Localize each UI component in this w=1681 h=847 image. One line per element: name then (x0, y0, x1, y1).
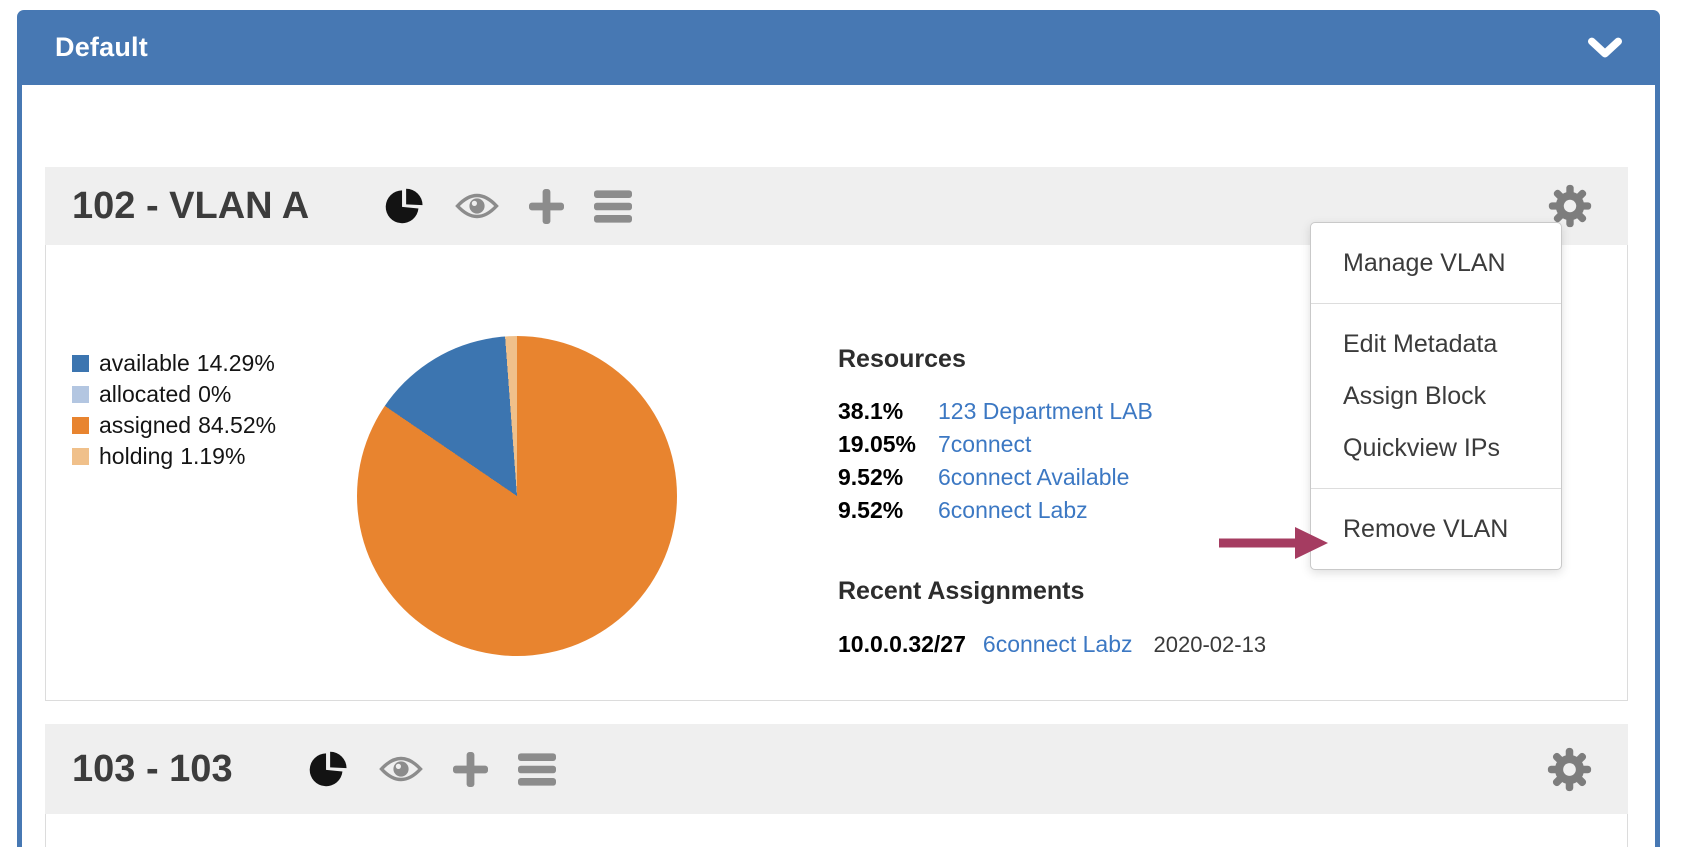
menu-item-assign-block[interactable]: Assign Block (1343, 382, 1487, 410)
default-accordion: Default 102 - VLAN A (17, 10, 1660, 847)
legend-item: available 14.29% (72, 348, 276, 379)
resource-percent: 38.1% (838, 398, 904, 424)
resource-percent: 9.52% (838, 497, 904, 523)
legend-label: holding (99, 443, 174, 469)
vlan-title: 103 - 103 (72, 747, 233, 790)
resource-row: 9.52% 6connect Labz (838, 494, 1153, 527)
legend-swatch (72, 386, 89, 403)
menu-item-quickview-ips[interactable]: Quickview IPs (1343, 434, 1500, 462)
resource-link[interactable]: 7connect (938, 431, 1032, 457)
legend-label: available (99, 350, 190, 376)
assignment-link[interactable]: 6connect Labz (982, 631, 1133, 657)
gear-dropdown-menu: Manage VLAN Edit Metadata Assign Block Q… (1310, 222, 1562, 570)
accordion-header[interactable]: Default (17, 10, 1660, 85)
vlan-title: 102 - VLAN A (72, 184, 310, 227)
resource-link[interactable]: 6connect Available (938, 464, 1130, 490)
legend-label: allocated (99, 381, 192, 407)
resource-row: 38.1% 123 Department LAB (838, 395, 1153, 428)
chevron-down-icon[interactable] (1588, 37, 1622, 59)
list-icon[interactable] (594, 189, 633, 223)
accordion-body: 102 - VLAN A (17, 85, 1660, 847)
pie-legend: available 14.29% allocated 0% assigned 8… (72, 348, 276, 472)
plus-icon[interactable] (452, 751, 488, 787)
menu-item-manage-vlan[interactable]: Manage VLAN (1343, 249, 1506, 277)
legend-swatch (72, 448, 89, 465)
assignment-date: 2020-02-13 (1153, 631, 1267, 657)
recent-assignments-heading: Recent Assignments (838, 577, 1085, 605)
eye-icon[interactable] (378, 754, 423, 784)
resource-link[interactable]: 123 Department LAB (938, 398, 1153, 424)
menu-section: Remove VLAN (1311, 488, 1561, 569)
legend-value: 84.52% (198, 412, 277, 438)
recent-assignment-row: 10.0.0.32/27 6connect Labz 2020-02-13 (838, 631, 1266, 658)
eye-icon[interactable] (455, 191, 500, 221)
legend-item: allocated 0% (72, 379, 276, 410)
resources-heading: Resources (838, 345, 966, 373)
legend-value: 1.19% (180, 443, 246, 469)
pie-chart-icon[interactable] (384, 185, 425, 227)
legend-label: assigned (99, 412, 192, 438)
vlan-panel-header: 103 - 103 (45, 724, 1628, 814)
legend-item: assigned 84.52% (72, 410, 276, 441)
resource-percent: 9.52% (838, 464, 904, 490)
gear-icon[interactable] (1547, 183, 1593, 229)
legend-swatch (72, 355, 89, 372)
legend-swatch (72, 417, 89, 434)
gear-icon[interactable] (1546, 746, 1593, 793)
legend-value: 0% (198, 381, 232, 407)
legend-item: holding 1.19% (72, 441, 276, 472)
vlan-toolbar (308, 748, 556, 790)
resources-list: 38.1% 123 Department LAB 19.05% 7connect… (838, 395, 1153, 527)
vlan-panel-body (45, 814, 1628, 847)
legend-value: 14.29% (196, 350, 275, 376)
menu-item-remove-vlan[interactable]: Remove VLAN (1343, 515, 1509, 543)
accordion-title: Default (55, 32, 148, 62)
assignment-block: 10.0.0.32/27 (838, 631, 966, 657)
menu-section: Manage VLAN (1311, 223, 1561, 303)
vlan-pie-chart (357, 336, 677, 656)
vlan-toolbar (384, 185, 633, 227)
list-icon[interactable] (517, 752, 556, 786)
pie-chart-icon[interactable] (308, 748, 349, 790)
resource-percent: 19.05% (838, 431, 917, 457)
resource-row: 19.05% 7connect (838, 428, 1153, 461)
resource-link[interactable]: 6connect Labz (938, 497, 1088, 523)
menu-section: Edit Metadata Assign Block Quickview IPs (1311, 303, 1561, 488)
remove-vlan-annotation-arrow (1219, 527, 1328, 559)
menu-item-edit-metadata[interactable]: Edit Metadata (1343, 330, 1498, 358)
vlan-panel-103: 103 - 103 (45, 724, 1628, 847)
plus-icon[interactable] (529, 188, 565, 224)
resource-row: 9.52% 6connect Available (838, 461, 1153, 494)
